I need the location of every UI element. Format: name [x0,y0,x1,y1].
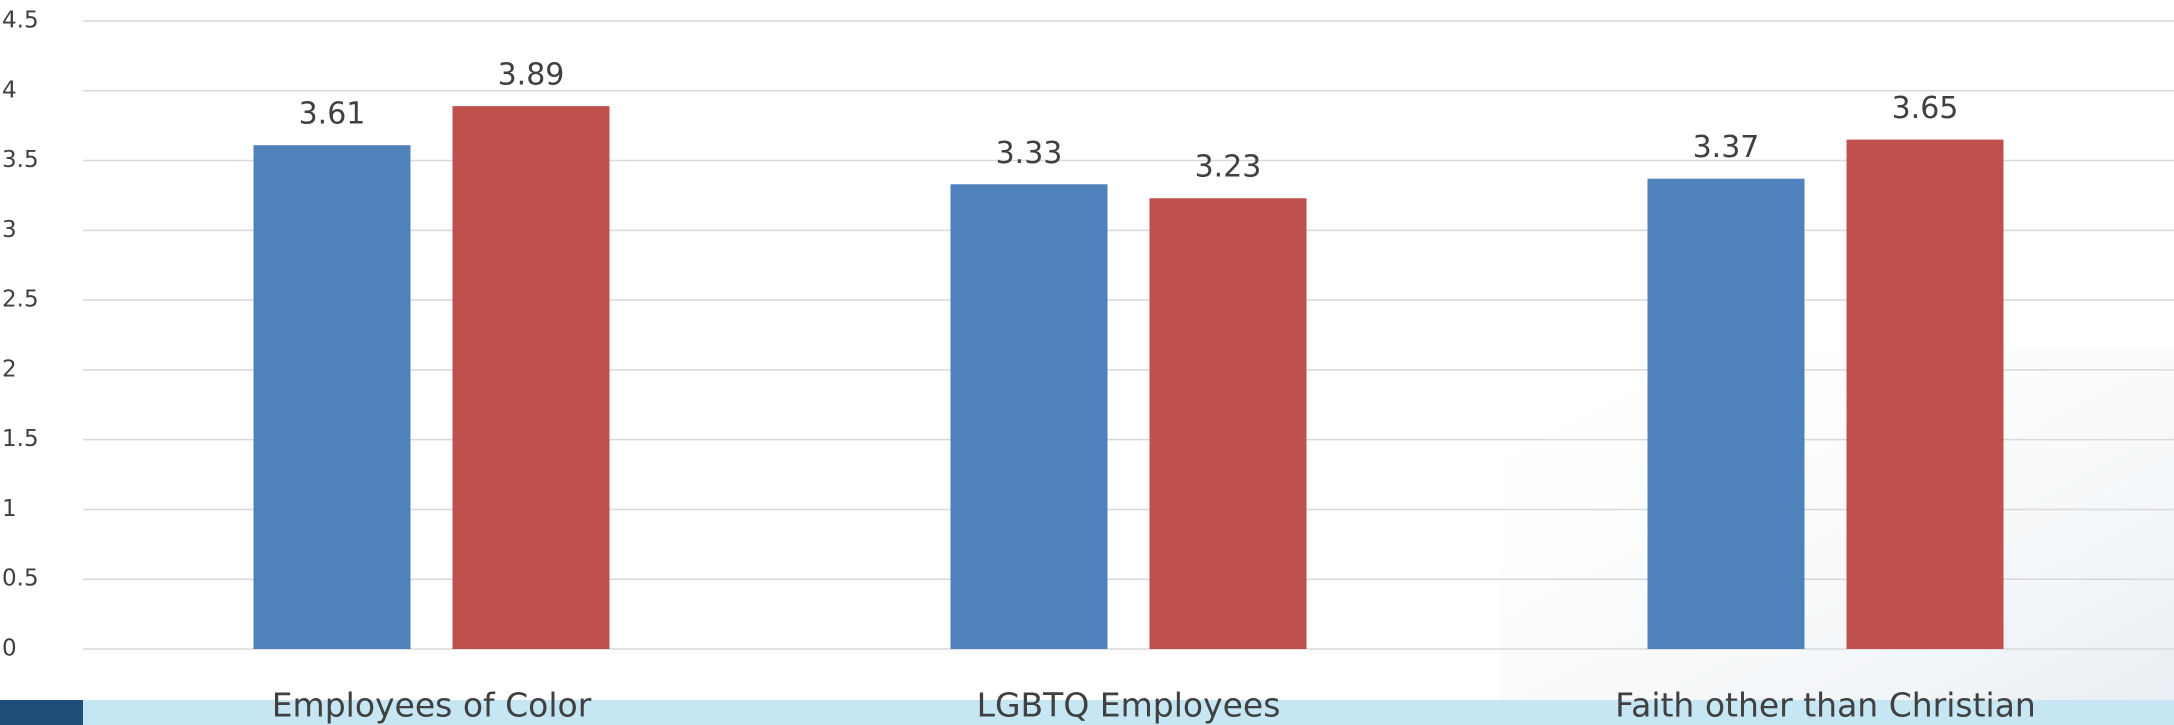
y-tick-label: 0 [2,636,17,662]
y-tick-label: 0.5 [2,566,39,592]
footer-strip [0,700,2174,725]
y-tick-label: 4.5 [2,8,39,34]
data-label: 3.33 [996,136,1063,171]
y-tick-label: 2 [2,356,17,382]
y-tick-label: 1.5 [2,426,39,452]
bar [950,184,1108,649]
bar [1846,139,2004,649]
y-tick-label: 2.5 [2,287,39,313]
data-label: 3.23 [1195,150,1262,185]
data-label: 3.61 [299,97,366,132]
y-tick-label: 3 [2,217,17,243]
background-decoration [1500,350,2174,700]
bar [1149,198,1307,650]
bar [452,106,610,649]
y-tick-label: 3.5 [2,147,39,173]
footer-block [0,700,83,725]
data-label: 3.65 [1892,91,1959,126]
x-tick-label: Faith other than Christian [1615,686,2036,725]
bar [253,145,411,649]
data-label: 3.89 [498,58,565,93]
y-tick-label: 1 [2,496,17,522]
y-tick-label: 4 [2,77,17,103]
x-tick-label: Employees of Color [272,686,592,725]
data-label: 3.37 [1693,130,1760,165]
x-tick-label: LGBTQ Employees [977,686,1281,725]
bar [1647,178,1805,649]
